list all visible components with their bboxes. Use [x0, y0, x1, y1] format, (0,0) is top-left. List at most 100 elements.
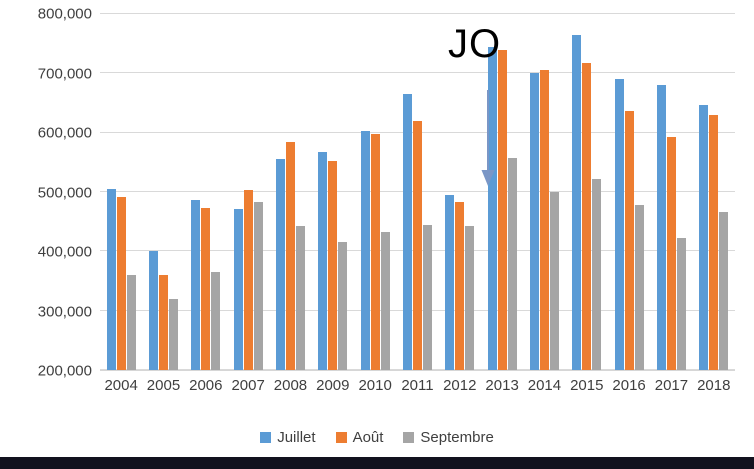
bar-septembre	[168, 298, 178, 370]
bar-group	[439, 14, 481, 370]
bar-juillet	[191, 199, 201, 370]
bar-juillet	[402, 94, 412, 370]
x-tick-label: 2013	[485, 377, 519, 394]
x-tick-label: 2012	[443, 377, 477, 394]
y-tick-label: 800,000	[37, 5, 92, 23]
gridline	[100, 72, 735, 74]
bar-group	[227, 14, 269, 370]
bar-group	[312, 14, 354, 370]
bar-group	[396, 14, 438, 370]
chart-legend: Juillet Août Septembre	[0, 429, 754, 446]
bar-septembre	[253, 202, 263, 370]
x-tick-label: 2007	[231, 377, 265, 394]
bar-septembre	[126, 275, 136, 370]
annotation-jo-label: JO	[448, 22, 502, 66]
x-tick-label: 2014	[527, 377, 562, 394]
bar-septembre	[676, 237, 686, 370]
x-tick-label: 2016	[612, 377, 646, 394]
bar-group	[142, 14, 184, 370]
y-tick-label: 200,000	[37, 362, 92, 380]
bar-septembre	[211, 272, 221, 370]
bar-group	[354, 14, 396, 370]
x-tick-label: 2006	[189, 377, 223, 394]
bar-group	[650, 14, 692, 370]
x-tick-label: 2005	[146, 377, 181, 394]
x-tick-label: 2010	[358, 377, 392, 394]
bar-septembre	[295, 225, 305, 370]
bar-septembre	[507, 157, 517, 370]
bar-juillet	[572, 34, 582, 370]
bar-group	[185, 14, 227, 370]
bar-septembre	[338, 242, 348, 370]
x-tick-label: 2008	[273, 377, 308, 394]
legend-label: Août	[352, 429, 384, 446]
bar-groups	[100, 14, 735, 370]
legend-label: Juillet	[277, 429, 316, 446]
bar-group	[566, 14, 608, 370]
bar-juillet	[360, 130, 370, 370]
legend-label: Septembre	[420, 429, 494, 446]
plot-area	[100, 13, 735, 371]
legend-item-septembre: Septembre	[403, 429, 494, 446]
y-axis: 200,000 300,000 400,000 500,000 600,000 700,0…	[0, 6, 92, 380]
bar-juillet	[275, 159, 285, 370]
bar-juillet	[614, 79, 624, 370]
bar-septembre	[380, 232, 390, 370]
y-tick-label: 500,000	[37, 184, 92, 201]
bar-août	[328, 161, 338, 370]
x-tick-label: 2018	[697, 377, 731, 394]
bar-group	[269, 14, 311, 370]
bar-group	[481, 14, 523, 370]
bar-septembre	[422, 224, 432, 370]
bar-juillet	[233, 208, 243, 370]
bar-août	[539, 70, 549, 370]
bar-août	[709, 114, 719, 370]
gridline	[100, 13, 735, 14]
x-tick-label: 2017	[654, 377, 689, 394]
bar-août	[370, 133, 380, 370]
bar-août	[582, 62, 592, 370]
x-axis: 2004 2005 2006 2007 2008 2009 2010 2011 2012 2013…	[100, 377, 735, 394]
bar-juillet	[106, 189, 116, 370]
y-tick-label: 300,000	[37, 303, 92, 320]
x-tick-label: 2015	[570, 377, 604, 394]
bar-août	[116, 196, 126, 370]
y-tick-label: 600,000	[37, 124, 92, 142]
bar-group	[608, 14, 650, 370]
bar-août	[158, 275, 168, 370]
bar-septembre	[549, 192, 559, 370]
bar-août	[201, 208, 211, 370]
legend-swatch	[335, 432, 347, 443]
bar-août	[285, 141, 295, 370]
legend-item-juillet: Juillet	[260, 429, 316, 446]
bar-septembre	[719, 211, 729, 370]
bar-juillet	[529, 73, 539, 370]
legend-swatch	[260, 432, 272, 443]
bar-group	[100, 14, 142, 370]
bar-septembre	[465, 225, 475, 370]
bar-juillet	[487, 46, 497, 370]
bar-août	[497, 49, 507, 370]
bar-août	[455, 202, 465, 370]
x-tick-label: 2011	[401, 377, 434, 394]
bottom-bar	[0, 457, 754, 469]
legend-item-août: Août	[335, 429, 384, 446]
bar-juillet	[656, 85, 666, 370]
bar-juillet	[318, 151, 328, 370]
bar-août	[624, 110, 634, 370]
bar-août	[243, 190, 253, 370]
legend-swatch	[403, 432, 415, 443]
y-tick-label: 400,000	[37, 243, 92, 261]
bar-juillet	[445, 194, 455, 370]
bar-group	[693, 14, 735, 370]
x-tick-label: 2009	[316, 377, 350, 394]
bar-group	[523, 14, 565, 370]
bar-septembre	[634, 205, 644, 370]
bar-septembre	[592, 178, 602, 370]
bar-juillet	[699, 104, 709, 370]
bar-août	[666, 136, 676, 370]
bar-juillet	[148, 251, 158, 370]
x-tick-label: 2004	[104, 377, 138, 394]
bar-août	[412, 120, 422, 370]
